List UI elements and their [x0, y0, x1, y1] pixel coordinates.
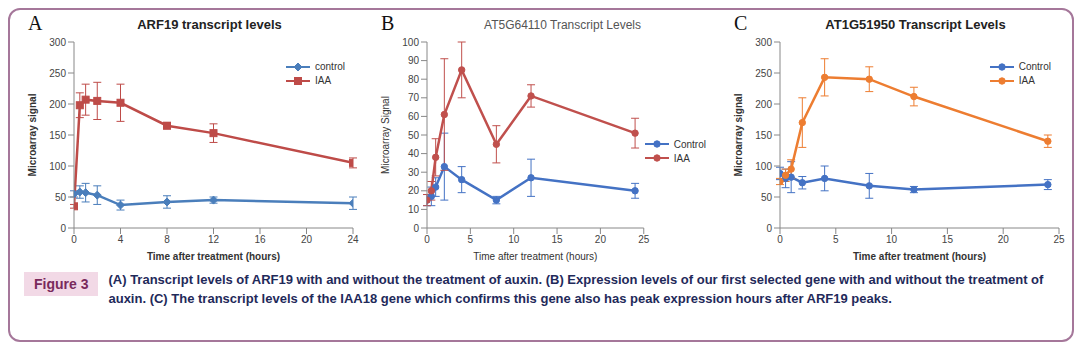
- svg-text:150: 150: [49, 130, 66, 141]
- svg-text:25: 25: [638, 234, 650, 245]
- svg-text:15: 15: [551, 234, 563, 245]
- svg-text:90: 90: [408, 55, 420, 66]
- svg-text:50: 50: [761, 192, 773, 203]
- html-text:IAA: IAA: [1018, 75, 1035, 86]
- svg-text:Time after treatment (hours): Time after treatment (hours): [147, 251, 280, 262]
- svg-text:0: 0: [424, 234, 430, 245]
- html-text:IAA: IAA: [315, 75, 332, 86]
- svg-text:30: 30: [408, 167, 420, 178]
- svg-text:80: 80: [408, 74, 420, 85]
- svg-text:15: 15: [942, 234, 954, 245]
- html-text:A: A: [28, 12, 43, 34]
- html-text:Control: Control: [1018, 61, 1051, 72]
- svg-text:25: 25: [1053, 234, 1065, 245]
- svg-text:200: 200: [49, 99, 66, 110]
- svg-text:250: 250: [755, 68, 772, 79]
- svg-text:Time after treatment (hours): Time after treatment (hours): [853, 251, 986, 262]
- html-text:Control: Control: [673, 138, 706, 150]
- svg-text:0: 0: [413, 223, 419, 234]
- html-text:AT1G51950 Transcript Levels: AT1G51950 Transcript Levels: [825, 17, 1006, 32]
- svg-text:0: 0: [71, 234, 77, 245]
- svg-text:8: 8: [164, 234, 170, 245]
- svg-text:5: 5: [468, 234, 474, 245]
- svg-text:250: 250: [49, 68, 66, 79]
- svg-text:Microarray Signal: Microarray Signal: [380, 96, 391, 174]
- svg-text:100: 100: [755, 161, 772, 172]
- svg-text:24: 24: [347, 234, 359, 245]
- svg-text:Microarray signal: Microarray signal: [27, 93, 38, 176]
- svg-text:40: 40: [408, 148, 420, 159]
- svg-text:20: 20: [301, 234, 313, 245]
- svg-text:10: 10: [886, 234, 898, 245]
- svg-text:100: 100: [49, 161, 66, 172]
- svg-text:20: 20: [998, 234, 1010, 245]
- html-text:B: B: [381, 12, 395, 34]
- html-text:control: control: [315, 61, 345, 72]
- svg-text:Microarray signal: Microarray signal: [733, 93, 744, 176]
- svg-text:5: 5: [833, 234, 839, 245]
- svg-text:16: 16: [254, 234, 266, 245]
- svg-text:300: 300: [49, 37, 66, 48]
- svg-text:50: 50: [408, 130, 420, 141]
- html-text:C: C: [734, 12, 748, 34]
- svg-text:10: 10: [508, 234, 520, 245]
- html-text:ARF19 transcript levels: ARF19 transcript levels: [137, 17, 282, 32]
- svg-text:60: 60: [408, 111, 420, 122]
- svg-text:100: 100: [402, 37, 419, 48]
- svg-text:0: 0: [777, 234, 783, 245]
- svg-text:150: 150: [755, 130, 772, 141]
- svg-text:10: 10: [408, 204, 420, 215]
- html-text:AT5G64110 Transcript Levels: AT5G64110 Transcript Levels: [484, 18, 641, 32]
- svg-text:Time after treatment (hours): Time after treatment (hours): [473, 251, 597, 262]
- svg-text:20: 20: [595, 234, 607, 245]
- svg-text:50: 50: [55, 192, 67, 203]
- svg-text:0: 0: [60, 223, 66, 234]
- svg-text:70: 70: [408, 92, 420, 103]
- svg-text:4: 4: [118, 234, 124, 245]
- svg-text:20: 20: [408, 185, 420, 196]
- svg-text:200: 200: [755, 99, 772, 110]
- html-text:Figure 3: Figure 3: [34, 276, 89, 292]
- svg-text:300: 300: [755, 37, 772, 48]
- svg-text:12: 12: [208, 234, 220, 245]
- html-text:IAA: IAA: [673, 152, 690, 164]
- html-text:(A) Transcript levels of ARF19: (A) Transcript levels of ARF19 with and …: [108, 272, 1044, 306]
- svg-text:0: 0: [766, 223, 772, 234]
